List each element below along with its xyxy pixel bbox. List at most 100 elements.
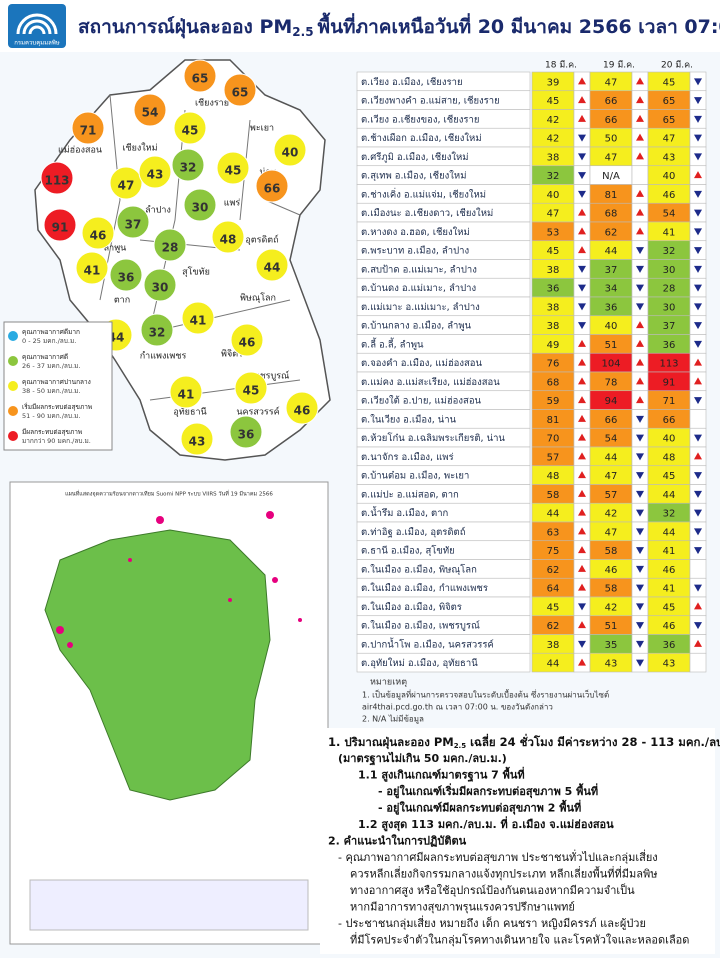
value-text: 38: [547, 321, 560, 332]
legend-name: มีผลกระทบต่อสุขภาพ: [22, 428, 82, 436]
map-marker: [40, 161, 74, 195]
title-suffix: พื้นที่ภาคเหนือวันที่ 20 มีนาคม 2566 เวล…: [318, 12, 720, 38]
value-text: 32: [547, 171, 560, 182]
value-text: 32: [663, 246, 676, 257]
trend-down: [636, 584, 644, 592]
value-text: 53: [547, 227, 560, 238]
value-text: 45: [547, 96, 560, 107]
summary-line: 2. คำแนะนำในการปฏิบัติตน: [328, 834, 467, 848]
station-name: ต.บ้านต๋อม อ.เมือง, พะเยา: [361, 471, 469, 482]
province-label: ตาก: [114, 296, 130, 306]
trend-down: [694, 397, 702, 405]
value-text: 78: [605, 377, 618, 388]
value-text: 37: [605, 265, 618, 276]
trend-up: [578, 508, 586, 516]
trend-up: [636, 377, 644, 385]
trend-down: [636, 472, 644, 480]
value-text: 45: [547, 602, 560, 613]
value-text: 37: [663, 321, 676, 332]
map-marker: [255, 169, 289, 203]
trend-down: [694, 340, 702, 348]
station-name: ต.อุทัยใหม่ อ.เมือง, อุทัยธานี: [361, 657, 478, 669]
station-cell: [356, 652, 531, 673]
trend-up: [578, 339, 586, 347]
map-marker-value: 40: [282, 146, 299, 160]
value-text: 40: [663, 171, 676, 182]
station-name: ต.บ้านดง อ.แม่เมาะ, ลำปาง: [361, 283, 476, 294]
province-label: แพร่: [224, 199, 241, 209]
value-text: 32: [663, 509, 676, 520]
trend-down: [578, 265, 586, 273]
satellite-title: แผนที่แสดงจุดความร้อนจากดาวเทียม Suomi N…: [65, 490, 273, 498]
legend-range: 38 - 50 มคก./ลบ.ม.: [22, 387, 80, 395]
trend-up: [636, 321, 644, 329]
trend-down: [694, 434, 702, 442]
value-text: 66: [605, 96, 618, 107]
note-line: 2. N/A ไม่มีข้อมูล: [362, 715, 424, 725]
value-text: 41: [663, 227, 676, 238]
value-text: 57: [605, 490, 618, 501]
value-text: 59: [547, 396, 560, 407]
value-text: 36: [663, 340, 676, 351]
trend-up: [578, 658, 586, 666]
trend-up: [578, 621, 586, 629]
value-text: 57: [547, 452, 560, 463]
value-text: 54: [605, 434, 618, 445]
value-text: 81: [547, 415, 560, 426]
summary-sub: 2.5: [454, 742, 467, 750]
trend-up: [636, 189, 644, 197]
value-text: 70: [547, 434, 560, 445]
trend-down: [578, 172, 586, 180]
map-marker-value: 28: [162, 241, 179, 255]
value-text: 94: [605, 396, 618, 407]
trend-down: [694, 153, 702, 161]
map-marker: [173, 111, 207, 145]
trend-up: [578, 414, 586, 422]
value-text: 47: [605, 527, 618, 538]
value-text: 91: [663, 377, 676, 388]
station-name: ต.เวียง อ.เชียงของ, เชียงราย: [361, 113, 479, 125]
value-text: 64: [547, 584, 560, 595]
trend-up: [636, 133, 644, 141]
trend-down: [636, 547, 644, 555]
trend-down: [578, 322, 586, 330]
arrow-cell: [689, 652, 707, 673]
trend-down: [636, 509, 644, 517]
station-name: ต.ช้างเผือก อ.เมือง, เชียงใหม่: [361, 132, 482, 144]
trend-up: [578, 564, 586, 572]
trend-down: [694, 134, 702, 142]
trend-down: [636, 453, 644, 461]
trend-up: [578, 246, 586, 254]
value-text: 45: [663, 602, 676, 613]
province-label: นครสวรรค์: [236, 406, 279, 418]
value-text: 62: [605, 227, 618, 238]
value-text: 71: [663, 396, 676, 407]
trend-down: [636, 303, 644, 311]
legend-name: เริ่มมีผลกระทบต่อสุขภาพ: [22, 402, 92, 411]
value-text: 47: [547, 209, 560, 220]
station-name: ต.ห้วยโก๋น อ.เฉลิมพระเกียรติ, น่าน: [361, 432, 505, 444]
value-text: 47: [663, 134, 676, 145]
trend-up: [694, 452, 702, 460]
map-marker-value: 47: [118, 179, 135, 193]
trend-up: [694, 602, 702, 610]
trend-down: [636, 284, 644, 292]
trend-down: [578, 190, 586, 198]
summary-prefix: 1. ปริมาณฝุ่นละออง PM: [328, 735, 454, 750]
value-text: 58: [605, 546, 618, 557]
trend-down: [636, 415, 644, 423]
map-marker: [43, 208, 77, 242]
legend-swatch: [8, 431, 18, 441]
map-marker: [81, 216, 115, 250]
map-marker-value: 32: [149, 326, 166, 340]
province-label: พิษณุโลก: [240, 293, 276, 304]
trend-up: [578, 227, 586, 235]
value-text: 63: [547, 527, 560, 538]
trend-up: [578, 489, 586, 497]
trend-down: [578, 153, 586, 161]
map-marker-value: 36: [238, 428, 255, 442]
map-marker: [183, 188, 217, 222]
trend-up: [578, 77, 586, 85]
province-label: แม่ฮ่องสอน: [58, 146, 102, 156]
value-text: 44: [663, 527, 676, 538]
